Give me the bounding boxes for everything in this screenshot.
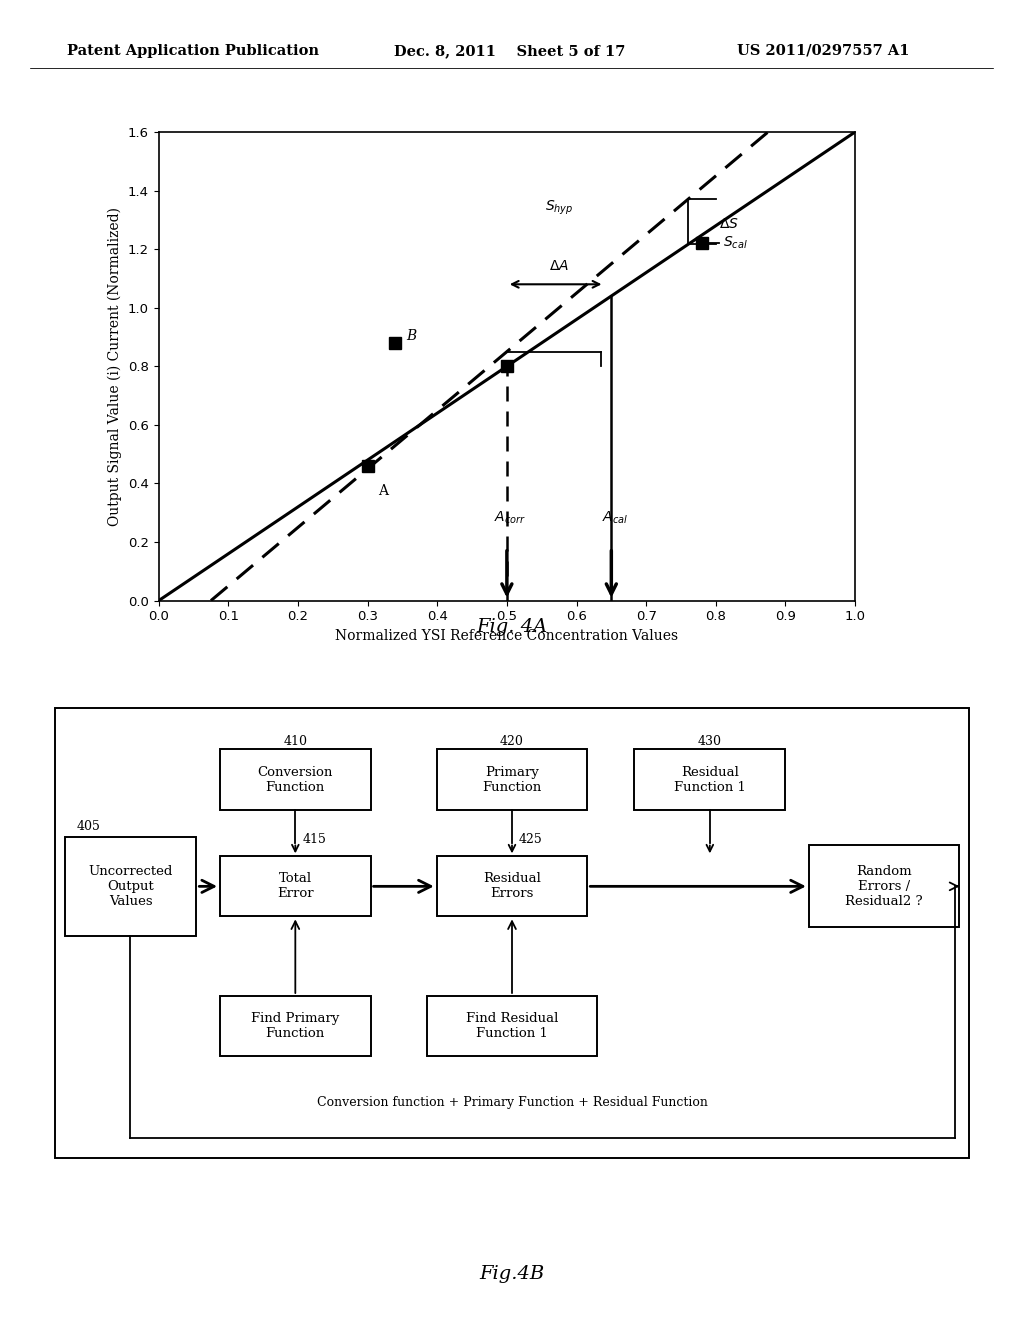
Text: Find Primary
Function: Find Primary Function (251, 1012, 340, 1040)
Text: Conversion function + Primary Function + Residual Function: Conversion function + Primary Function +… (316, 1096, 708, 1109)
Text: Dec. 8, 2011    Sheet 5 of 17: Dec. 8, 2011 Sheet 5 of 17 (394, 44, 626, 58)
X-axis label: Normalized YSI Reference Concentration Values: Normalized YSI Reference Concentration V… (335, 628, 679, 643)
Text: Conversion
Function: Conversion Function (258, 766, 333, 793)
Text: 420: 420 (500, 735, 524, 747)
FancyBboxPatch shape (635, 750, 785, 809)
Text: $A_{corr}$: $A_{corr}$ (495, 510, 526, 525)
Text: Random
Errors /
Residual2 ?: Random Errors / Residual2 ? (845, 865, 923, 908)
Text: 415: 415 (302, 833, 326, 846)
Text: Find Residual
Function 1: Find Residual Function 1 (466, 1012, 558, 1040)
FancyBboxPatch shape (809, 845, 959, 928)
FancyBboxPatch shape (220, 857, 371, 916)
Text: $\Delta A$: $\Delta A$ (549, 259, 569, 273)
Text: $\Delta S$: $\Delta S$ (719, 216, 739, 231)
Text: Residual
Errors: Residual Errors (483, 873, 541, 900)
Text: 425: 425 (519, 833, 543, 846)
Text: $S_{hyp}$: $S_{hyp}$ (545, 199, 573, 218)
FancyBboxPatch shape (65, 837, 197, 936)
Text: Patent Application Publication: Patent Application Publication (67, 44, 318, 58)
FancyBboxPatch shape (436, 750, 588, 809)
Text: US 2011/0297557 A1: US 2011/0297557 A1 (737, 44, 909, 58)
Text: $A_{cal}$: $A_{cal}$ (602, 510, 628, 525)
Text: Fig.4B: Fig.4B (479, 1265, 545, 1283)
Text: 405: 405 (76, 820, 100, 833)
FancyBboxPatch shape (436, 857, 588, 916)
FancyBboxPatch shape (220, 750, 371, 809)
Y-axis label: Output Signal Value (i) Current (Normalized): Output Signal Value (i) Current (Normali… (108, 207, 122, 525)
Text: Residual
Function 1: Residual Function 1 (674, 766, 745, 793)
Text: A: A (378, 484, 388, 498)
Text: $S_{cal}$: $S_{cal}$ (723, 234, 748, 251)
Text: Primary
Function: Primary Function (482, 766, 542, 793)
Text: 410: 410 (284, 735, 307, 747)
Text: Uncorrected
Output
Values: Uncorrected Output Values (88, 865, 173, 908)
Text: 430: 430 (697, 735, 722, 747)
Text: B: B (406, 329, 416, 343)
FancyBboxPatch shape (220, 995, 371, 1056)
Text: Fig. 4A: Fig. 4A (476, 618, 548, 636)
FancyBboxPatch shape (427, 995, 597, 1056)
Text: Total
Error: Total Error (278, 873, 313, 900)
